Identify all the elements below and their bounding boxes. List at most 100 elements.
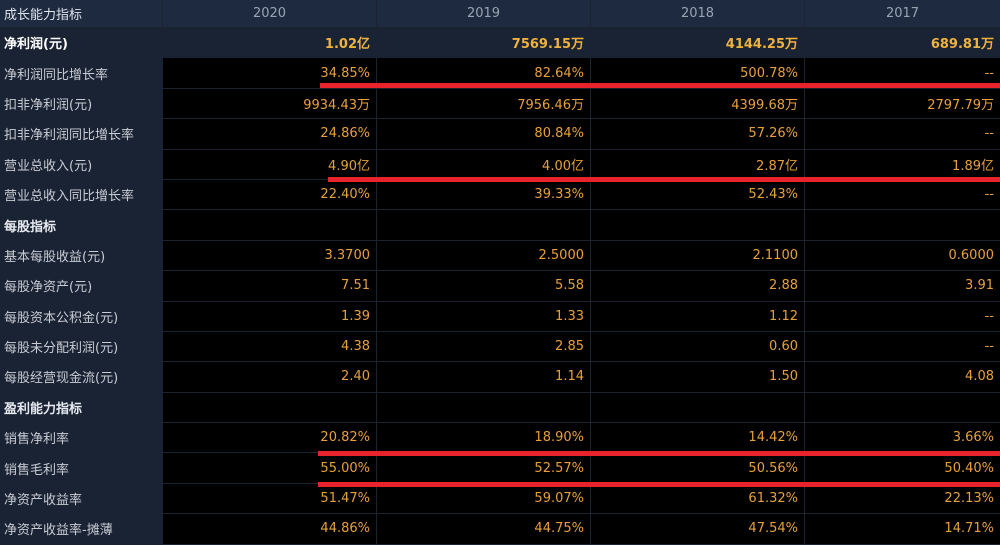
row-value	[805, 392, 1000, 423]
row-value: 24.86%	[163, 119, 377, 149]
row-value	[377, 392, 591, 423]
row-label: 销售毛利率	[0, 453, 163, 483]
table-row: 每股经营现金流(元) 2.40 1.14 1.50 4.08	[0, 362, 1000, 393]
row-value: 500.78%	[591, 58, 805, 88]
row-value: 59.07%	[377, 483, 591, 514]
row-value: --	[984, 339, 994, 355]
row-value: 4.00亿	[377, 149, 591, 179]
row-value: 34.85%	[163, 58, 377, 88]
row-value: 82.64%	[377, 58, 591, 88]
row-value: 52.57%	[377, 453, 591, 483]
annotation-underline	[318, 482, 1000, 487]
row-value: 4.90亿	[163, 149, 377, 179]
row-value: 51.47%	[163, 483, 377, 514]
row-value: 4.38	[163, 331, 377, 362]
row-value: 4.08	[965, 369, 994, 385]
row-value: 14.71%	[944, 521, 994, 537]
year-2019[interactable]: 2019	[377, 0, 591, 27]
section-title: 每股指标	[0, 210, 163, 240]
row-value: 44.86%	[163, 514, 377, 544]
table-row: 扣非净利润(元) 9934.43万 7956.46万 4399.68万 2797…	[0, 88, 1000, 120]
row-label: 净利润(元)	[0, 28, 163, 58]
row-value: 2.5000	[377, 240, 591, 271]
row-value: 4144.25万	[591, 28, 805, 58]
row-label: 每股净资产(元)	[0, 271, 163, 301]
row-label: 扣非净利润(元)	[0, 88, 163, 119]
table-row: 营业总收入(元) 4.90亿 4.00亿 2.87亿 1.89亿	[0, 149, 1000, 180]
row-label: 每股未分配利润(元)	[0, 331, 163, 362]
row-label: 净资产收益率	[0, 483, 163, 514]
row-value: --	[984, 308, 994, 324]
table-row: 销售净利率 20.82% 18.90% 14.42% 3.66%	[0, 423, 1000, 454]
row-value	[591, 392, 805, 423]
row-value: 1.12	[591, 301, 805, 331]
row-value	[163, 210, 377, 240]
row-value: 52.43%	[591, 179, 805, 210]
table-row: 基本每股收益(元) 3.3700 2.5000 2.1100 0.6000	[0, 240, 1000, 272]
table-row: 扣非净利润同比增长率 24.86% 80.84% 57.26% --	[0, 119, 1000, 150]
row-value: 1.02亿	[163, 28, 377, 58]
row-value	[591, 210, 805, 240]
year-2020[interactable]: 2020	[163, 0, 377, 27]
row-value	[805, 210, 1000, 240]
row-value: 47.54%	[591, 514, 805, 544]
section-row: 盈利能力指标	[0, 392, 1000, 424]
table-row: 净资产收益率 51.47% 59.07% 61.32% 22.13%	[0, 483, 1000, 515]
annotation-underline	[320, 83, 1000, 88]
row-value: 0.6000	[948, 247, 995, 263]
row-value: 3.91	[965, 278, 994, 294]
row-value: --	[984, 65, 994, 81]
table-row: 净资产收益率-摊薄 44.86% 44.75% 47.54% 14.71%	[0, 514, 1000, 545]
year-2017[interactable]: 2017	[805, 0, 1000, 27]
row-value: 689.81万	[930, 37, 994, 53]
row-value: 22.13%	[944, 491, 994, 507]
row-value: 2.87亿	[591, 149, 805, 179]
row-value: 9934.43万	[163, 88, 377, 119]
row-value: 2797.79万	[927, 97, 994, 113]
row-value: 80.84%	[377, 119, 591, 149]
table-row: 净利润(元) 1.02亿 7569.15万 4144.25万 689.81万	[0, 28, 1000, 59]
year-2018[interactable]: 2018	[591, 0, 805, 27]
row-value: 2.40	[163, 362, 377, 392]
row-value: 1.39	[163, 301, 377, 331]
row-value	[377, 210, 591, 240]
table-row: 每股资本公积金(元) 1.39 1.33 1.12 --	[0, 301, 1000, 332]
section-title: 盈利能力指标	[0, 392, 163, 423]
row-label: 每股资本公积金(元)	[0, 301, 163, 331]
row-value: 7956.46万	[377, 88, 591, 119]
table-row: 净利润同比增长率 34.85% 82.64% 500.78% --	[0, 58, 1000, 89]
row-value: 3.66%	[952, 430, 994, 446]
row-value: 55.00%	[163, 453, 377, 483]
table-header: 成长能力指标 2020 2019 2018 2017	[0, 0, 1000, 28]
row-value: 1.89亿	[952, 158, 994, 174]
row-value: 18.90%	[377, 423, 591, 453]
row-value: 4399.68万	[591, 88, 805, 119]
header-label: 成长能力指标	[0, 0, 163, 27]
row-value: 2.85	[377, 331, 591, 362]
row-value: 7569.15万	[377, 28, 591, 58]
row-value: 14.42%	[591, 423, 805, 453]
row-label: 净利润同比增长率	[0, 58, 163, 88]
row-label: 净资产收益率-摊薄	[0, 514, 163, 544]
row-value: 50.40%	[944, 460, 994, 476]
row-value: 61.32%	[591, 483, 805, 514]
row-label: 基本每股收益(元)	[0, 240, 163, 271]
row-value: --	[984, 126, 994, 142]
row-label: 营业总收入(元)	[0, 149, 163, 179]
row-value: 7.51	[163, 271, 377, 301]
row-label: 销售净利率	[0, 423, 163, 453]
row-value: 57.26%	[591, 119, 805, 149]
row-value: 1.33	[377, 301, 591, 331]
table-row: 营业总收入同比增长率 22.40% 39.33% 52.43% --	[0, 179, 1000, 211]
row-value	[163, 392, 377, 423]
row-value: 3.3700	[163, 240, 377, 271]
row-value: 20.82%	[163, 423, 377, 453]
row-value: 0.60	[591, 331, 805, 362]
row-value: 1.14	[377, 362, 591, 392]
row-value: 5.58	[377, 271, 591, 301]
row-label: 每股经营现金流(元)	[0, 362, 163, 392]
row-label: 扣非净利润同比增长率	[0, 119, 163, 149]
table-row: 每股净资产(元) 7.51 5.58 2.88 3.91	[0, 271, 1000, 302]
annotation-underline	[318, 451, 1000, 456]
